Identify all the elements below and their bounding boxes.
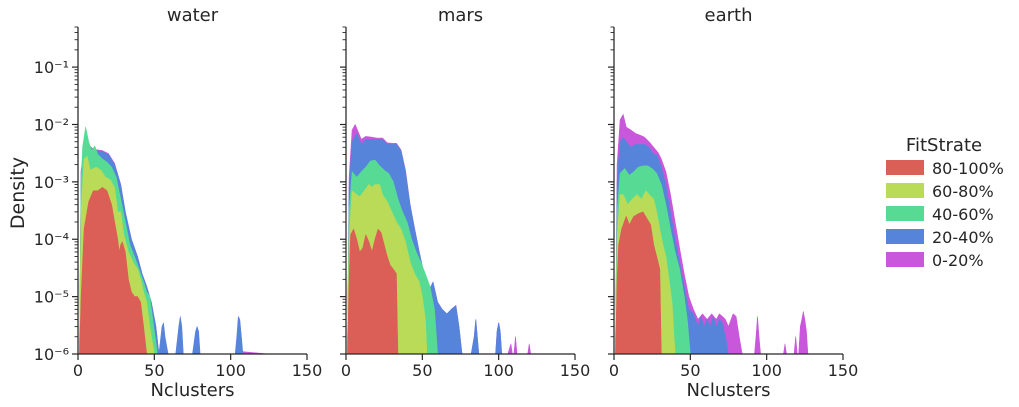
x-tick-label: 0 xyxy=(341,361,351,380)
x-tick-label: 50 xyxy=(412,361,432,380)
panel-title: mars xyxy=(438,5,483,26)
panel-water: water 10⁻⁶ 10⁻⁵ 10⁻⁴ 10⁻³ 10⁻² 10⁻¹ 0 50 100 150 Nc… xyxy=(34,5,322,401)
legend-label: 20-40% xyxy=(932,228,994,247)
legend-swatch xyxy=(886,229,924,244)
legend: FitStrate 80-100% 60-80% 40-60% 20-40% 0-20% xyxy=(886,135,1004,270)
y-tick-label: 10⁻⁶ xyxy=(34,345,69,364)
legend-swatch xyxy=(886,252,924,267)
y-tick-label: 10⁻³ xyxy=(34,173,69,192)
panel-mars: mars 0 50 100 150 xyxy=(340,5,590,380)
y-axis-label: Density xyxy=(7,157,29,229)
x-tick-label: 150 xyxy=(560,361,591,380)
y-tick-label: 10⁻⁵ xyxy=(34,288,69,307)
x-tick-label: 100 xyxy=(751,361,782,380)
x-tick-label: 50 xyxy=(144,361,164,380)
area-80-100% xyxy=(347,228,399,355)
legend-label: 60-80% xyxy=(932,182,994,201)
x-tick-label: 0 xyxy=(73,361,83,380)
legend-swatch xyxy=(886,206,924,221)
area-80-100% xyxy=(79,187,147,355)
x-tick-label: 150 xyxy=(292,361,323,380)
legend-swatch xyxy=(886,183,924,198)
x-tick-label: 100 xyxy=(483,361,514,380)
x-tick-label: 50 xyxy=(680,361,700,380)
legend-item: 20-40% xyxy=(886,228,994,247)
legend-item: 60-80% xyxy=(886,182,994,201)
legend-label: 80-100% xyxy=(932,159,1004,178)
x-axis-label: Nclusters xyxy=(150,380,234,401)
legend-item: 40-60% xyxy=(886,205,994,224)
y-tick-label: 10⁻⁴ xyxy=(34,230,69,249)
legend-item: 80-100% xyxy=(886,159,1004,178)
panel-earth: earth 0 50 100 150 Nclusters xyxy=(608,5,858,401)
y-tick-label: 10⁻² xyxy=(34,115,69,134)
legend-swatch xyxy=(886,160,924,175)
area-80-100% xyxy=(615,211,662,355)
panel-title: water xyxy=(167,5,219,26)
legend-item: 0-20% xyxy=(886,251,984,270)
legend-title: FitStrate xyxy=(906,135,982,156)
legend-label: 0-20% xyxy=(932,251,984,270)
x-tick-label: 100 xyxy=(215,361,246,380)
x-tick-label: 0 xyxy=(609,361,619,380)
legend-label: 40-60% xyxy=(932,205,994,224)
x-tick-label: 150 xyxy=(828,361,859,380)
panel-title: earth xyxy=(705,5,753,26)
y-tick-label: 10⁻¹ xyxy=(34,58,69,77)
x-axis-label: Nclusters xyxy=(686,380,770,401)
